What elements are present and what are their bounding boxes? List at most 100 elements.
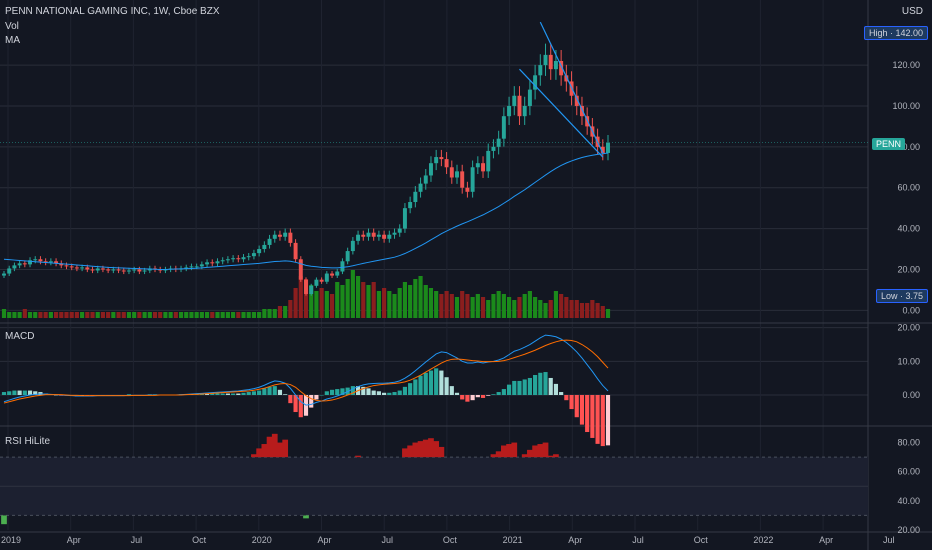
candle-body	[116, 269, 121, 271]
macd-histogram-bar	[475, 395, 480, 398]
candle-body	[538, 65, 543, 76]
macd-histogram-bar	[7, 391, 12, 395]
candle-body	[335, 271, 340, 276]
candle-body	[434, 157, 439, 164]
volume-bar	[366, 285, 371, 318]
candle-body	[439, 157, 444, 160]
macd-histogram-bar	[439, 370, 444, 395]
candle-body	[392, 232, 397, 235]
macd-histogram-bar	[231, 393, 236, 395]
volume-bar	[121, 312, 126, 318]
candle-body	[215, 261, 220, 264]
volume-bar	[277, 306, 283, 318]
rsi-overbought-fill	[402, 448, 408, 458]
volume-bar	[585, 303, 590, 318]
macd-histogram-bar	[548, 377, 553, 395]
candle-body	[231, 258, 236, 260]
candle-body	[64, 265, 69, 267]
currency-label[interactable]: USD	[901, 6, 923, 17]
volume-bar	[298, 276, 303, 318]
candle-body	[475, 163, 480, 168]
volume-bar	[548, 300, 553, 318]
candle-body	[189, 266, 194, 268]
candle-body	[501, 116, 506, 139]
volume-bar	[559, 294, 564, 318]
macd-histogram-bar	[590, 395, 595, 438]
macd-histogram-bar	[579, 395, 585, 425]
candle-body	[205, 262, 210, 265]
volume-bar	[7, 312, 12, 318]
time-tick-label: Jul	[131, 535, 143, 545]
candle-body	[199, 264, 204, 267]
time-tick-label: Oct	[443, 535, 458, 545]
volume-bar	[413, 279, 418, 318]
macd-histogram-bar	[236, 393, 241, 395]
volume-bar	[173, 312, 178, 318]
macd-histogram-bar	[418, 375, 423, 395]
low-price-tag: Low · 3.75	[875, 289, 928, 303]
candle-body	[600, 146, 605, 153]
ma-indicator-label[interactable]: MA	[5, 35, 20, 46]
volume-bar	[33, 312, 38, 318]
macd-histogram-bar	[506, 384, 512, 395]
volume-bar	[434, 291, 439, 318]
volume-bar	[231, 312, 236, 318]
candle-body	[111, 269, 116, 271]
candle-body	[2, 273, 6, 276]
candle-body	[163, 269, 168, 271]
candle-body	[330, 273, 335, 276]
volume-bar	[12, 312, 17, 318]
volume-bar	[376, 291, 381, 318]
volume-bar	[371, 282, 376, 318]
volume-bar	[137, 312, 142, 318]
volume-bar	[335, 282, 340, 318]
candle-body	[356, 234, 361, 241]
candle-body	[267, 238, 272, 245]
volume-bar	[163, 312, 168, 318]
volume-bar	[204, 312, 210, 318]
volume-bar	[408, 285, 413, 318]
volume-bar	[392, 294, 397, 318]
macd-histogram-bar	[293, 395, 298, 413]
macd-pane-label[interactable]: MACD	[5, 331, 35, 342]
candle-body	[257, 249, 262, 254]
volume-bar	[605, 309, 611, 318]
volume-bar	[501, 294, 506, 318]
time-tick-label: Oct	[192, 535, 207, 545]
volume-bar	[387, 291, 392, 318]
volume-bar	[418, 276, 423, 318]
volume-bar	[225, 312, 230, 318]
price-tick-label: 80.00	[897, 142, 920, 152]
macd-tick-label: 20.00	[897, 323, 920, 333]
volume-bar	[132, 312, 137, 318]
macd-histogram-bar	[283, 394, 288, 395]
candle-body	[262, 244, 267, 250]
candle-body	[428, 163, 433, 176]
macd-tick-label: 10.00	[897, 356, 920, 366]
macd-histogram-bar	[298, 395, 303, 418]
macd-histogram-bar	[220, 393, 225, 395]
rsi-overbought-fill	[506, 444, 512, 458]
macd-histogram-bar	[533, 375, 538, 395]
chart-title: PENN NATIONAL GAMING INC, 1W, Cboe BZX	[5, 6, 220, 17]
volume-bar	[100, 312, 106, 318]
macd-histogram-bar	[605, 395, 611, 446]
candle-body	[361, 234, 366, 237]
macd-histogram-bar	[480, 395, 486, 398]
macd-histogram-bar	[522, 379, 527, 395]
macd-histogram-bar	[470, 395, 475, 401]
candle-body	[548, 54, 553, 70]
time-tick-label: Apr	[568, 535, 582, 545]
macd-histogram-bar	[559, 392, 564, 395]
candle-body	[491, 146, 496, 151]
volume-bar	[465, 294, 470, 318]
volume-indicator-label[interactable]: Vol	[5, 21, 19, 32]
candle-body	[184, 267, 189, 269]
rsi-pane-label[interactable]: RSI HiLite	[5, 436, 51, 447]
macd-histogram-bar	[543, 372, 548, 395]
candle-body	[402, 208, 407, 229]
macd-histogram-bar	[210, 393, 215, 395]
volume-bar	[199, 312, 204, 318]
candle-body	[517, 95, 522, 117]
